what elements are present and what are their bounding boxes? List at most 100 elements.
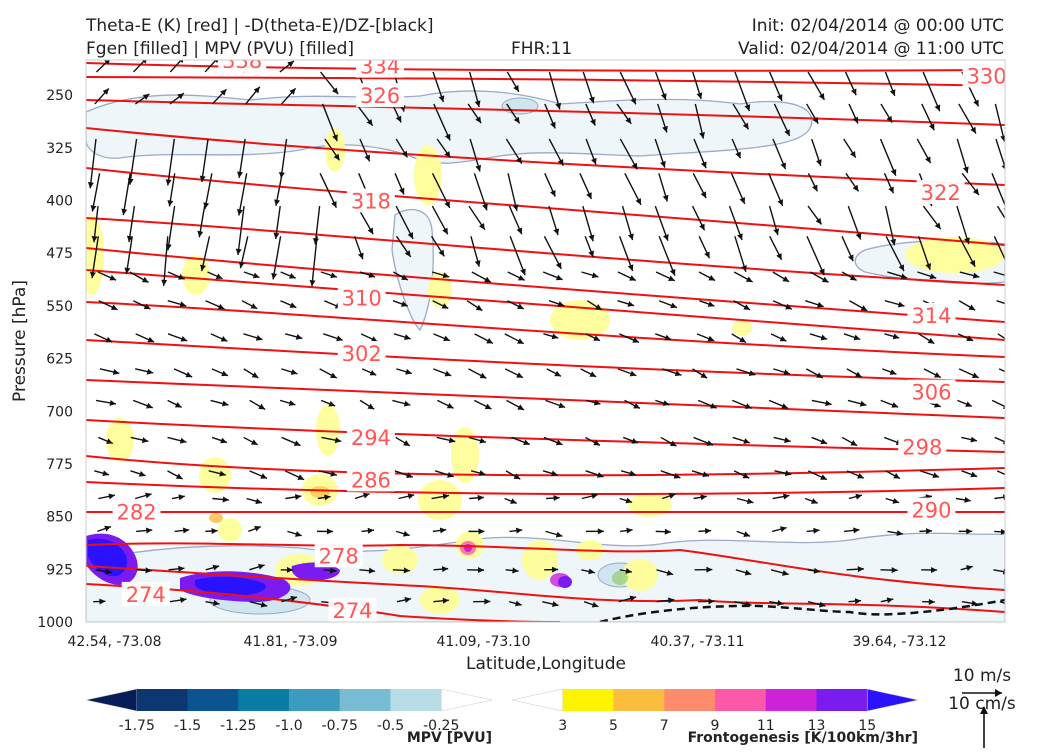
wind-vector-head bbox=[1006, 301, 1013, 307]
colorbar-segment bbox=[86, 689, 137, 711]
theta-e-label: 274 bbox=[332, 599, 372, 623]
theta-e-label: 298 bbox=[902, 435, 942, 459]
reference-vector-key: 10 m/s 10 cm/s bbox=[948, 666, 1016, 748]
y-tick-label: 1000 bbox=[37, 615, 73, 631]
fgen-patch bbox=[218, 518, 242, 542]
y-tick-label: 325 bbox=[46, 141, 73, 157]
colorbar-tick-label: -0.5 bbox=[377, 718, 404, 734]
y-tick-label: 700 bbox=[46, 404, 73, 420]
fgen-patch bbox=[182, 255, 210, 295]
x-tick-label: 41.09, -73.10 bbox=[436, 634, 530, 650]
colorbar-tick-label: 3 bbox=[558, 718, 567, 734]
fgen-patch bbox=[420, 586, 460, 614]
theta-e-label: 334 bbox=[360, 55, 400, 79]
colorbar-segment bbox=[441, 689, 492, 711]
mpv-strong-core bbox=[558, 576, 572, 588]
fgen-patch bbox=[522, 540, 558, 580]
x-tick-label: 39.64, -73.12 bbox=[852, 634, 946, 650]
y-tick-label: 850 bbox=[46, 510, 73, 526]
y-tick-label: 625 bbox=[46, 352, 73, 368]
wind-vector-head bbox=[1009, 227, 1015, 234]
colorbar-tick-label: -0.75 bbox=[322, 718, 358, 734]
colorbar-tick-label: -1.25 bbox=[220, 718, 256, 734]
colorbar-segment bbox=[340, 689, 391, 711]
y-axis-label: Pressure [hPa] bbox=[10, 280, 30, 402]
theta-e-label: 326 bbox=[360, 84, 400, 108]
fgen-patch bbox=[106, 418, 134, 462]
colorbar-segment bbox=[563, 689, 614, 711]
colorbar-segment bbox=[867, 689, 918, 711]
forecast-hour: FHR:11 bbox=[511, 39, 572, 59]
theta-e-label: 314 bbox=[911, 304, 951, 328]
colorbar-segment bbox=[817, 689, 868, 711]
y-axis: 250 325 400 475 550 625 700 775 850 925 1000 bbox=[37, 88, 73, 631]
y-tick-label: 400 bbox=[46, 194, 73, 210]
x-axis: 42.54, -73.08 41.81, -73.09 41.09, -73.10 4… bbox=[67, 634, 946, 650]
colorbar-segment bbox=[238, 689, 289, 711]
theta-e-label: 310 bbox=[342, 286, 382, 310]
theta-e-label: 274 bbox=[126, 583, 166, 607]
colorbar-tick-label: 5 bbox=[609, 718, 618, 734]
colorbar-tick-label: -1.5 bbox=[174, 718, 201, 734]
theta-e-label: 294 bbox=[351, 426, 391, 450]
wind-vector-head bbox=[1007, 338, 1014, 344]
fgen-patch bbox=[905, 237, 1005, 273]
theta-e-label: 302 bbox=[342, 342, 382, 366]
x-tick-label: 42.54, -73.08 bbox=[67, 634, 161, 650]
fgen-patch bbox=[80, 215, 104, 295]
fgen-core bbox=[209, 513, 223, 523]
title-line-2: Fgen [filled] | MPV (PVU) [filled] bbox=[86, 39, 354, 59]
mpv-colorbar: -1.75-1.5-1.25-1.0-0.75-0.5-0.25 bbox=[86, 689, 492, 734]
wind-vector-head bbox=[1009, 474, 1016, 479]
fgen-patch bbox=[622, 559, 658, 591]
fgen-patch bbox=[732, 320, 752, 336]
theta-e-label: 330 bbox=[967, 64, 1007, 88]
fgen-colorbar-label: Frontogenesis [K/100km/3hr] bbox=[688, 730, 918, 746]
y-tick-label: 250 bbox=[46, 88, 73, 104]
x-tick-label: 41.81, -73.09 bbox=[243, 634, 337, 650]
ref-horizontal-label: 10 m/s bbox=[953, 666, 1011, 686]
wind-vector-head bbox=[1005, 264, 1010, 271]
mpv-colorbar-label: MPV [PVU] bbox=[407, 730, 492, 746]
theta-e-label: 318 bbox=[351, 190, 391, 214]
valid-time: Valid: 02/04/2014 @ 11:00 UTC bbox=[738, 39, 1004, 59]
theta-e-label: 286 bbox=[351, 468, 391, 492]
x-axis-label: Latitude,Longitude bbox=[466, 654, 626, 674]
theta-e-label: 282 bbox=[116, 501, 156, 525]
colorbar-segment bbox=[289, 689, 340, 711]
colorbar-segment bbox=[664, 689, 715, 711]
colorbar-tick-label: -1.75 bbox=[119, 718, 155, 734]
title-line-1: Theta-E (K) [red] | -D(theta-E)/DZ-[blac… bbox=[85, 16, 434, 36]
plot-area: 3383343303263223183143103063022982942902… bbox=[80, 48, 1018, 623]
colorbar-segment bbox=[614, 689, 665, 711]
theta-e-label: 278 bbox=[319, 544, 359, 568]
colorbar-segment bbox=[137, 689, 188, 711]
wind-vector-head bbox=[1006, 601, 1013, 607]
wind-vector-head bbox=[1006, 273, 1013, 279]
y-tick-label: 775 bbox=[46, 457, 73, 473]
y-tick-label: 475 bbox=[46, 246, 73, 262]
theta-e-label: 290 bbox=[911, 499, 951, 523]
colorbar-segment bbox=[766, 689, 817, 711]
wind-vector-head bbox=[1011, 372, 1018, 377]
y-tick-label: 925 bbox=[46, 562, 73, 578]
wind-vector-head bbox=[1005, 84, 1011, 91]
y-tick-label: 550 bbox=[46, 299, 73, 315]
wind-vector-head bbox=[1003, 569, 1009, 575]
colorbar-tick-label: 7 bbox=[660, 718, 669, 734]
theta-e-line bbox=[86, 511, 1005, 512]
colorbar-segment bbox=[715, 689, 766, 711]
init-time: Init: 02/04/2014 @ 00:00 UTC bbox=[752, 16, 1004, 36]
colorbar-segment bbox=[188, 689, 239, 711]
wind-vector-head bbox=[1003, 494, 1009, 500]
fgen-patch bbox=[418, 480, 462, 520]
fgen-patch bbox=[628, 493, 672, 517]
fgen-core bbox=[612, 571, 628, 585]
colorbar-segment bbox=[512, 689, 563, 711]
x-tick-label: 40.37, -73.11 bbox=[650, 634, 744, 650]
theta-e-label: 306 bbox=[911, 381, 951, 405]
theta-e-label: 322 bbox=[921, 181, 961, 205]
colorbar-segment bbox=[391, 689, 442, 711]
